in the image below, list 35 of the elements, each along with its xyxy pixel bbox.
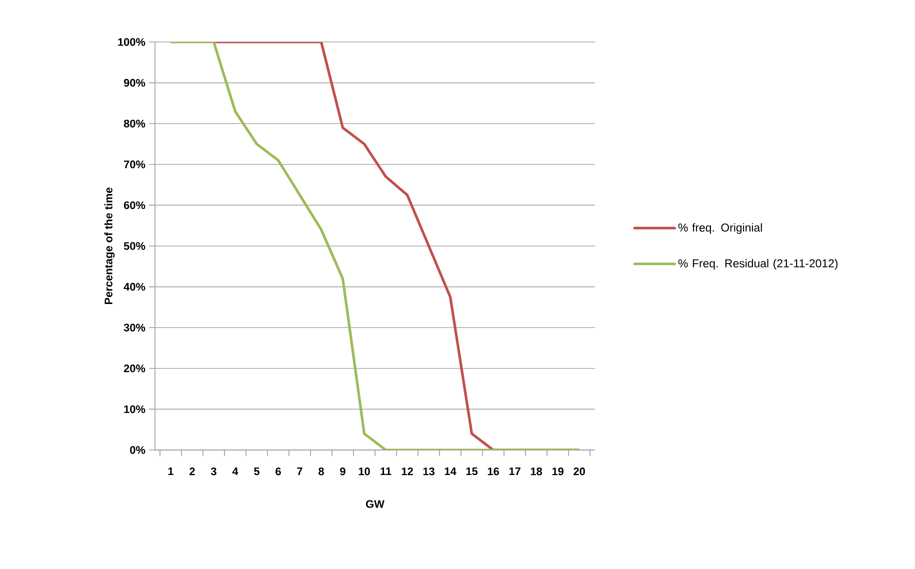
y-tick-label: 50% (124, 242, 146, 250)
y-tick-label: 0% (130, 446, 146, 454)
x-tick-label: 13 (423, 468, 434, 476)
x-tick-label: 18 (530, 468, 542, 476)
y-tick-label: 10% (124, 405, 146, 414)
x-tick-label: 14 (444, 468, 456, 476)
y-axis-title: Percentage of the time (104, 188, 115, 304)
y-tick-label: 40% (124, 282, 146, 291)
x-tick-label: 12 (402, 468, 413, 476)
x-tick-label: 17 (509, 468, 520, 476)
y-tick-label: 100% (118, 38, 146, 46)
x-tick-label: 10 (358, 468, 370, 476)
x-tick-label: 7 (297, 468, 302, 476)
x-tick-label: 16 (488, 468, 499, 476)
x-tick-label: 3 (210, 468, 216, 476)
y-tick-label: 70% (124, 160, 146, 168)
x-tick-label: 15 (466, 468, 478, 476)
x-tick-label: 1 (168, 468, 174, 476)
y-tick-label: 20% (124, 364, 146, 372)
x-tick-label: 6 (276, 468, 281, 476)
x-tick-label: 2 (190, 468, 195, 476)
x-tick-label: 9 (340, 468, 346, 476)
legend-label: % Freq. Residual (21-11-2012) (678, 258, 838, 270)
x-tick-label: 11 (380, 468, 392, 476)
x-tick-label: 4 (232, 468, 238, 476)
y-tick-label: 60% (124, 201, 146, 210)
y-tick-label: 90% (124, 78, 146, 87)
y-tick-label: 80% (124, 120, 146, 128)
x-tick-label: 5 (254, 468, 260, 476)
legend-label: % freq. Originial (678, 223, 762, 234)
x-tick-label: 20 (574, 468, 585, 476)
x-tick-label: 8 (318, 468, 324, 476)
y-tick-label: 30% (124, 324, 146, 332)
x-tick-label: 19 (552, 468, 564, 476)
x-axis-title: GW (366, 500, 384, 508)
